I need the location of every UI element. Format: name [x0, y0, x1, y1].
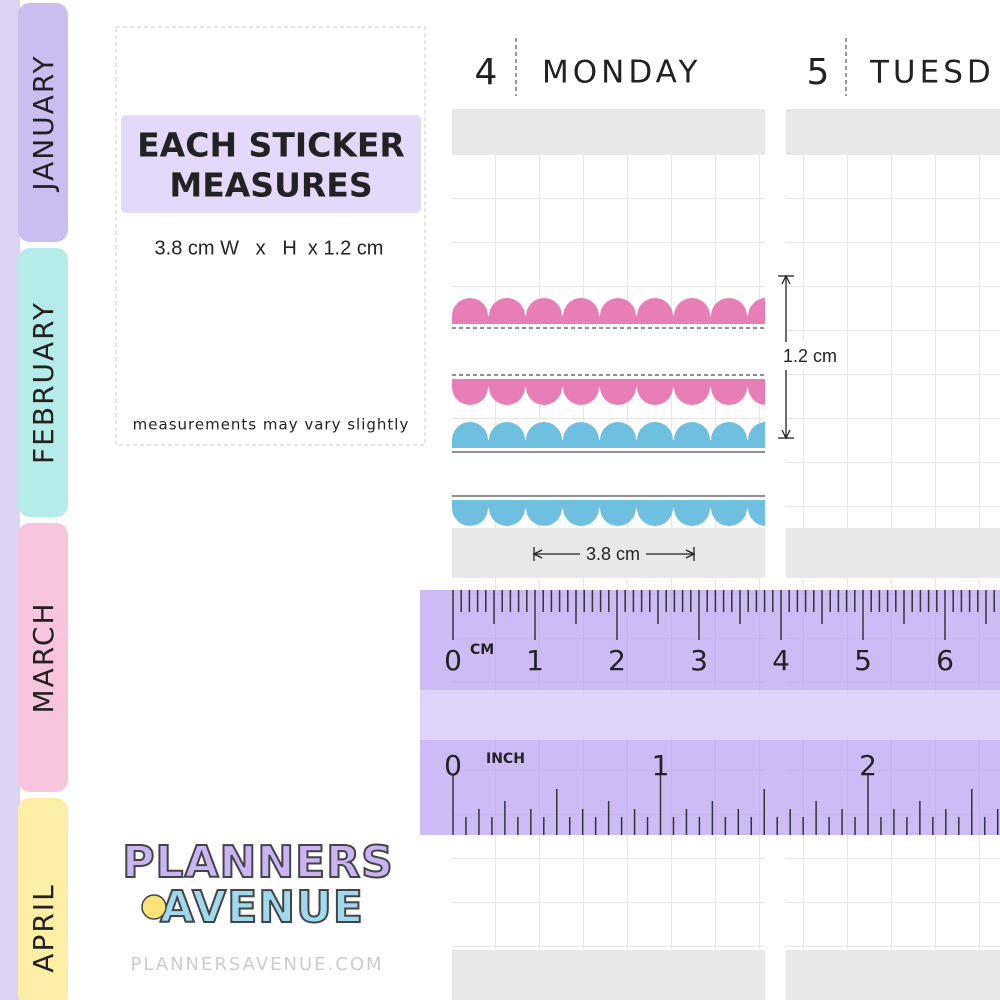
gray-band: [786, 528, 1000, 578]
month-label: FEBRUARY: [27, 301, 60, 464]
cm-label: 5: [854, 644, 872, 677]
cm-unit: CM: [470, 642, 494, 658]
ruler-mid: [420, 690, 1000, 740]
day-name: MONDAY: [542, 55, 701, 91]
inch-label: 2: [859, 749, 877, 782]
month-label: MARCH: [27, 602, 60, 714]
month-tab: [18, 798, 68, 1000]
info-size: 3.8 cm W x H x 1.2 cm: [155, 237, 384, 259]
cm-label: 2: [608, 644, 626, 677]
cm-label: 0: [444, 644, 462, 677]
inch-label: 0: [444, 749, 462, 782]
cm-label: 3: [690, 644, 708, 677]
gray-band: [452, 528, 765, 578]
month-label: JANUARY: [27, 54, 60, 192]
inch-label: 1: [652, 749, 670, 782]
info-box: [115, 26, 426, 446]
info-note: measurements may vary slightly: [133, 416, 410, 434]
gray-band: [452, 950, 765, 1000]
gray-band: [786, 950, 1000, 1000]
month-tab: [18, 248, 68, 517]
cm-label: 4: [772, 644, 790, 677]
width-arrow: [532, 547, 696, 561]
sticker-cover: [452, 324, 765, 379]
info-title: EACH STICKER: [137, 126, 405, 165]
sticker-cover: [452, 448, 765, 500]
gray-band: [452, 109, 765, 155]
footer: PLANNERSAVENUE.COM: [130, 954, 383, 975]
gray-band: [786, 109, 1000, 155]
day-number: 4: [475, 52, 498, 93]
height-label: 1.2 cm: [783, 346, 837, 366]
label-bg: [778, 342, 840, 370]
day-number: 5: [807, 52, 830, 93]
month-tab: [18, 3, 68, 242]
info-label: [121, 115, 421, 213]
logo-sun: [141, 894, 167, 920]
info-title: MEASURES: [169, 166, 372, 205]
month-label: APRIL: [27, 883, 60, 972]
cm-label: 6: [936, 644, 954, 677]
cm-label: 1: [526, 644, 544, 677]
tab-strip: [0, 0, 20, 1000]
logo-line: PLANNERS: [122, 837, 394, 888]
day-name: TUESD: [869, 55, 995, 91]
inch-unit: INCH: [486, 751, 525, 767]
month-tab: [18, 523, 68, 792]
logo-line: AVENUE: [160, 882, 364, 933]
width-label: 3.8 cm: [586, 544, 640, 564]
